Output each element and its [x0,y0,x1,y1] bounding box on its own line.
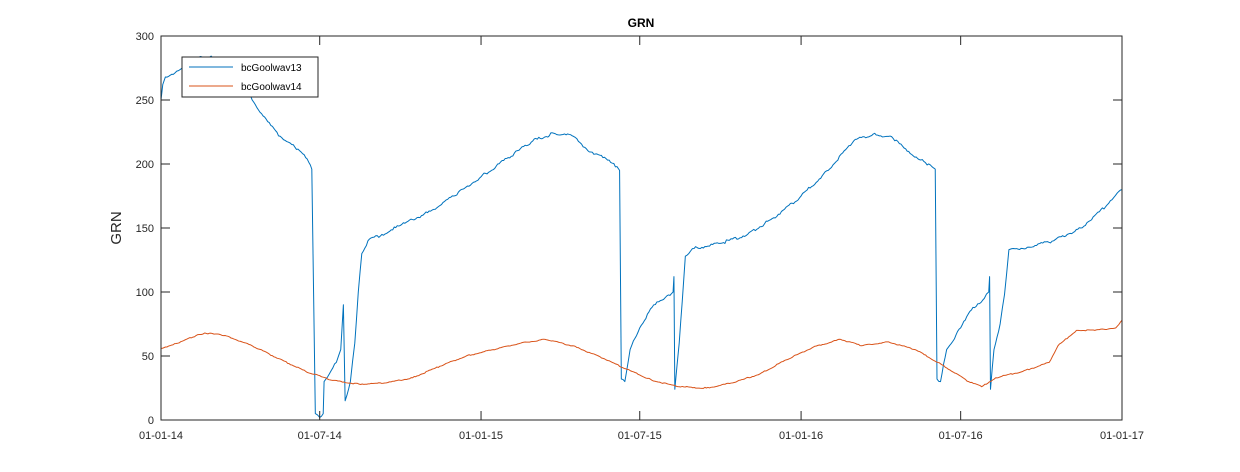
x-tick-label: 01-01-15 [459,430,503,442]
y-tick-label: 200 [136,159,154,171]
chart-title: GRN [628,16,655,30]
legend[interactable]: bcGoolwav13 bcGoolwav14 [181,56,319,98]
y-tick-label: 300 [136,31,154,43]
y-tick-label: 150 [136,223,154,235]
legend-box [181,56,319,98]
x-tick-label: 01-01-14 [139,430,183,442]
series-line-bcGoolwav14 [160,319,1123,389]
y-tick-label: 0 [148,415,154,427]
plot-area [161,36,1122,420]
x-tick-label: 01-01-17 [1100,430,1144,442]
axes-layer: 0 50 100 150 200 250 300 01-01-14 01-07-14 01-01-… [136,31,1144,442]
y-tick-label: 100 [136,287,154,299]
series-line-bcGoolwav13 [160,55,1123,418]
series-layer [160,55,1123,418]
x-tick-label: 01-07-15 [618,430,662,442]
x-tick-label: 01-07-16 [939,430,983,442]
legend-label-bcGoolwav14: bcGoolwav14 [241,82,302,93]
x-tick-label: 01-01-16 [779,430,823,442]
legend-label-bcGoolwav13: bcGoolwav13 [241,63,302,74]
y-axis-label: GRN [108,211,125,244]
y-tick-label: 250 [136,95,154,107]
x-tick-label: 01-07-14 [298,430,342,442]
y-tick-label: 50 [142,351,154,363]
